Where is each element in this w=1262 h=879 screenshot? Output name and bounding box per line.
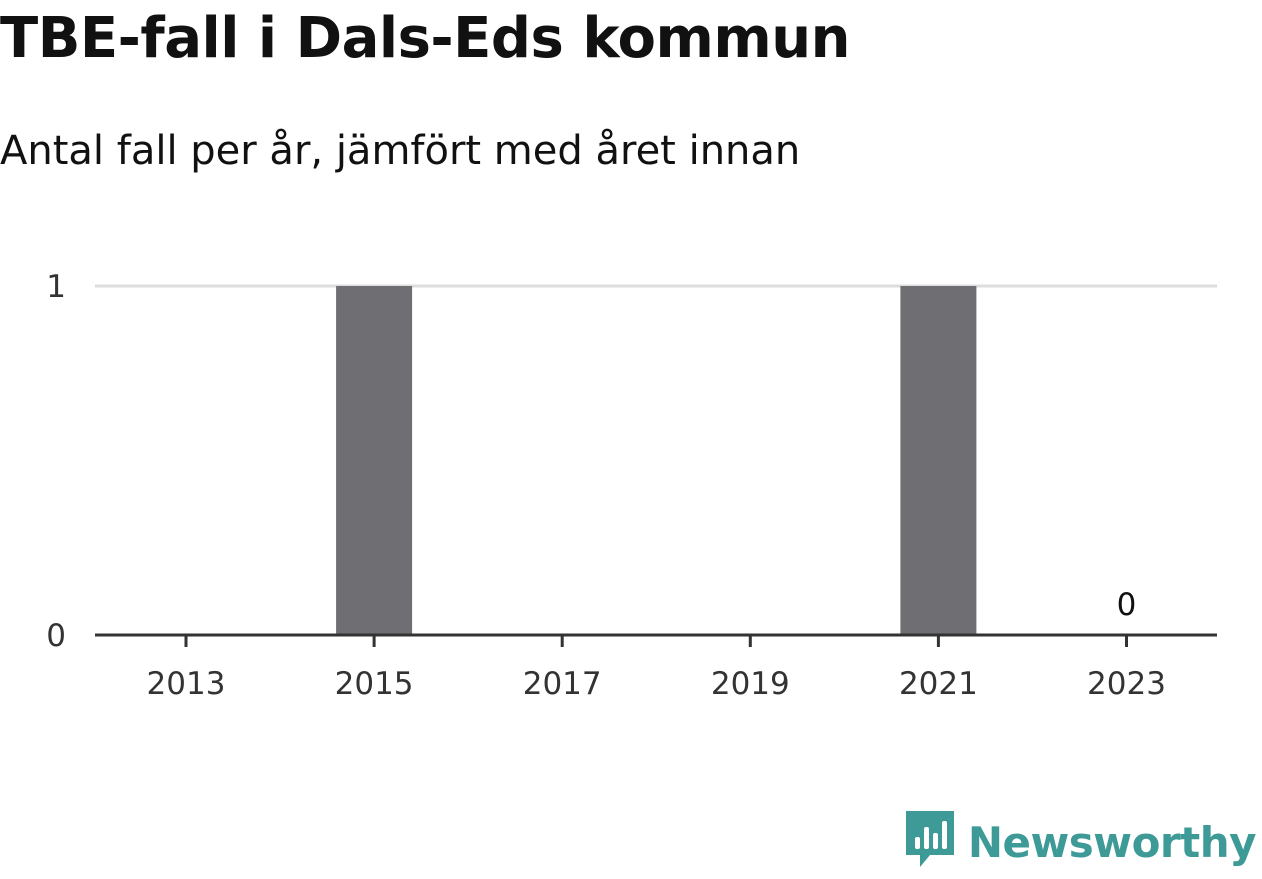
y-tick-label: 0 <box>46 618 66 654</box>
x-tick-label: 2023 <box>1087 666 1166 702</box>
y-tick-label: 1 <box>46 269 66 305</box>
bars <box>336 286 977 635</box>
data-label-2023: 0 <box>1117 587 1137 623</box>
x-tick-label: 2015 <box>335 666 414 702</box>
bar-2021 <box>900 286 977 635</box>
y-axis-labels: 01 <box>46 269 66 654</box>
newsworthy-logo: Newsworthy <box>905 811 1257 873</box>
chart-subtitle: Antal fall per år, jämfört med året inna… <box>0 128 801 174</box>
x-tick-label: 2021 <box>899 666 978 702</box>
data-labels: 0 <box>1117 587 1137 623</box>
newsworthy-logo-text: Newsworthy <box>967 817 1257 867</box>
x-tick-label: 2017 <box>523 666 602 702</box>
x-tick-label: 2013 <box>147 666 226 702</box>
x-axis-labels: 2013 2015 2017 2019 2021 2023 <box>147 666 1166 702</box>
x-tick-label: 2019 <box>711 666 790 702</box>
bar-chart: 01 2013 2015 2017 2019 2021 2023 0 <box>46 269 1217 702</box>
newsworthy-logo-icon <box>905 811 954 873</box>
x-axis <box>95 633 1217 647</box>
chart-title: TBE-fall i Dals-Eds kommun <box>0 6 850 71</box>
bar-2015 <box>336 286 413 635</box>
